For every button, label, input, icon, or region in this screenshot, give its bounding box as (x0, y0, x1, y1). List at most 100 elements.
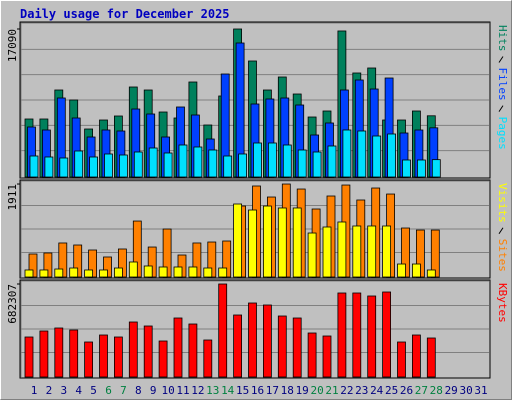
bar (387, 133, 397, 178)
legend-label: Files (496, 68, 509, 101)
y-tick-label: 682307 (6, 284, 19, 324)
legend-separator (498, 105, 504, 112)
y-tick-label: 17090 (6, 29, 19, 62)
bar (233, 314, 243, 378)
bar (426, 337, 436, 378)
bar (54, 268, 64, 278)
x-tick-label: 21 (325, 384, 338, 397)
x-tick-label: 1 (31, 384, 38, 397)
bar (292, 317, 302, 378)
bar (44, 156, 54, 178)
plot-bevel (20, 280, 489, 377)
chart-title: Daily usage for December 2025 (20, 7, 230, 21)
bar (54, 327, 64, 378)
x-tick-label: 29 (445, 384, 458, 397)
bar (342, 129, 352, 178)
bar (114, 336, 123, 378)
bar (143, 265, 153, 278)
x-tick-label: 31 (474, 384, 487, 397)
bar (277, 207, 287, 278)
bar (397, 341, 406, 378)
bar (262, 304, 272, 378)
bar (173, 266, 183, 278)
bar (253, 142, 262, 178)
bar (267, 142, 277, 178)
legend-label: Visits (496, 183, 509, 223)
bar (426, 269, 436, 278)
x-tick-label: 2 (46, 384, 53, 397)
bar (238, 153, 248, 178)
legend-label: Hits (496, 25, 509, 52)
bar (372, 135, 382, 178)
bar (382, 291, 392, 378)
x-tick-label: 12 (191, 384, 204, 397)
bar (382, 225, 392, 278)
x-tick-label: 8 (135, 384, 142, 397)
bar (431, 159, 441, 178)
bar (282, 144, 292, 178)
bar (69, 267, 79, 278)
bar (104, 153, 113, 178)
bar (312, 151, 322, 178)
bar (69, 329, 79, 378)
x-tick-label: 5 (90, 384, 97, 397)
bar (233, 203, 243, 278)
x-tick-label: 26 (400, 384, 413, 397)
x-tick-label: 27 (415, 384, 428, 397)
x-tick-label: 7 (120, 384, 127, 397)
bar (74, 150, 84, 178)
bar (84, 341, 93, 378)
x-tick-label: 11 (176, 384, 189, 397)
bar (158, 340, 168, 378)
bar (188, 323, 198, 378)
bar (143, 325, 153, 378)
bar (367, 295, 377, 378)
x-tick-label: 18 (281, 384, 294, 397)
bar (158, 266, 168, 278)
x-tick-label: 16 (251, 384, 264, 397)
x-tick-label: 3 (60, 384, 67, 397)
x-tick-label: 25 (385, 384, 398, 397)
bar (411, 334, 421, 378)
bar (352, 292, 362, 378)
bar (128, 261, 138, 278)
bar (337, 221, 347, 278)
x-tick-label: 9 (150, 384, 157, 397)
x-tick-label: 17 (266, 384, 279, 397)
bar (327, 145, 337, 178)
bar (297, 149, 307, 178)
bar (367, 225, 377, 278)
x-tick-label: 24 (370, 384, 384, 397)
bar (39, 269, 49, 278)
bar (248, 209, 257, 278)
x-tick-label: 4 (75, 384, 82, 397)
bar (208, 149, 218, 178)
bar (218, 283, 228, 378)
bar (173, 317, 183, 378)
bar (163, 152, 173, 178)
bar (128, 321, 138, 378)
bar (416, 159, 426, 178)
bar (262, 205, 272, 278)
x-tick-label: 19 (296, 384, 309, 397)
x-tick-label: 30 (459, 384, 472, 397)
bar (292, 207, 302, 278)
bar (223, 155, 233, 178)
bar (203, 267, 213, 278)
bar (133, 151, 143, 178)
x-tick-label: 14 (221, 384, 235, 397)
x-tick-label: 22 (340, 384, 353, 397)
bar (24, 269, 34, 278)
bar (307, 232, 317, 278)
x-tick-label: 23 (355, 384, 368, 397)
x-tick-label: 20 (310, 384, 323, 397)
bar (148, 147, 158, 178)
bar (357, 130, 367, 178)
bar (89, 156, 98, 178)
x-tick-label: 15 (236, 384, 249, 397)
y-tick-label: 1911 (6, 184, 19, 211)
bar (84, 269, 93, 278)
bar (397, 263, 406, 278)
